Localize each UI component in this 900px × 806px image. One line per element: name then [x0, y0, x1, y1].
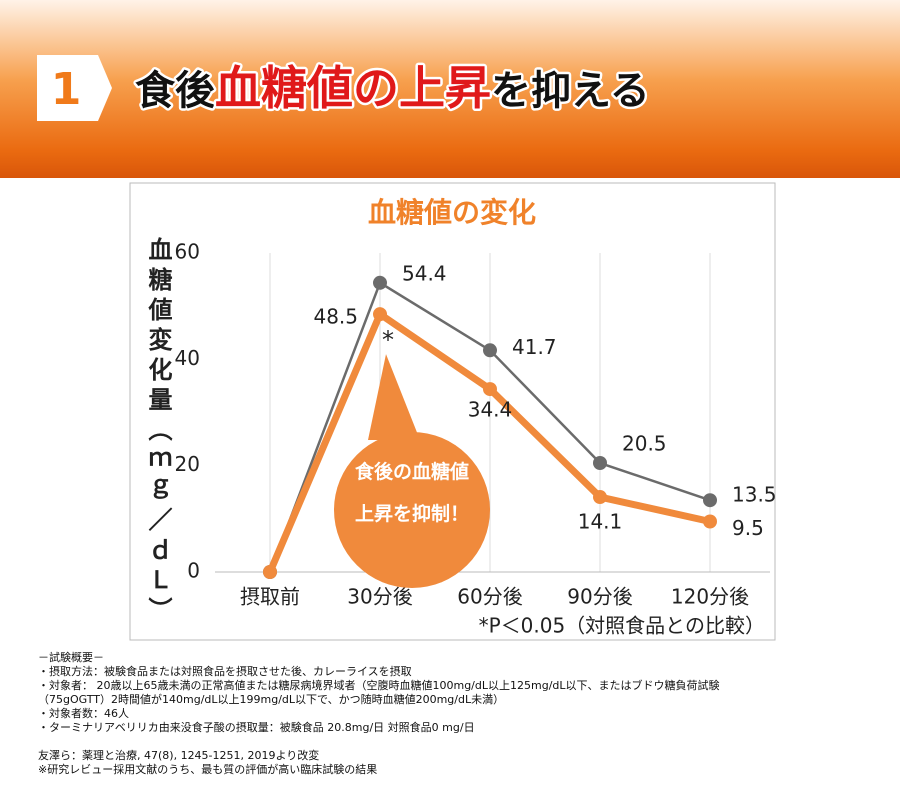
y-tick-label: 20: [175, 452, 200, 476]
footnotes: －試験概要－・摂取方法：被験食品または対照食品を摂取させた後、カレーライスを摂取…: [38, 650, 720, 776]
chart-title: 血糖値の変化: [368, 196, 536, 229]
data-point: [703, 514, 717, 529]
footnote: 友澤ら：薬理と治療, 47(8), 1245-1251, 2019より改変: [38, 748, 319, 762]
data-point: [483, 382, 497, 397]
header-title: 食後血糖値の上昇を抑える: [135, 61, 650, 115]
data-label: 9.5: [732, 516, 764, 540]
callout-bubble: [334, 432, 490, 588]
footnote: ・摂取方法：被験食品または対照食品を摂取させた後、カレーライスを摂取: [38, 664, 412, 678]
data-label: 14.1: [578, 510, 623, 534]
callout-tail: [368, 354, 420, 440]
y-tick-label: 0: [187, 559, 200, 583]
footnote: ・対象者数：46人: [38, 706, 129, 720]
footnote: ※研究レビュー採用文献のうち、最も質の評価が高い臨床試験の結果: [38, 762, 377, 776]
data-point: [703, 493, 717, 508]
y-axis-label: 血糖値変化量（ｍｇ／ｄＬ）: [144, 236, 173, 627]
data-point: [373, 307, 387, 322]
x-tick-label: 30分後: [347, 585, 412, 609]
footnote: ・対象者： 20歳以上65歳未満の正常高値または糖尿病境界域者（空腹時血糖値10…: [38, 678, 720, 692]
title-part: を抑える: [491, 68, 650, 114]
footnote: （75gOGTT）2時間値が140mg/dL以上199mg/dL以下で、かつ随時…: [38, 692, 504, 706]
footnote: －試験概要－: [38, 650, 104, 664]
header-number: 1: [51, 64, 82, 115]
data-label: 13.5: [732, 483, 777, 507]
data-point: [263, 565, 277, 579]
header-banner: [0, 0, 900, 178]
x-tick-label: 60分後: [457, 585, 522, 609]
x-tick-label: 90分後: [567, 585, 632, 609]
callout-text: 上昇を抑制！: [355, 502, 469, 525]
data-label: 41.7: [512, 335, 557, 359]
x-tick-label: 120分後: [671, 585, 749, 609]
data-label: 34.4: [468, 398, 513, 422]
x-tick-label: 摂取前: [240, 585, 300, 609]
significance-mark: *: [382, 326, 394, 354]
title-part: 食後: [135, 68, 216, 114]
data-point: [593, 490, 607, 505]
data-point: [373, 275, 387, 290]
data-point: [593, 456, 607, 471]
data-label: 48.5: [313, 305, 358, 329]
y-tick-label: 40: [175, 346, 200, 370]
number-badge: [37, 55, 112, 121]
data-label: 54.4: [402, 261, 447, 285]
data-point: [483, 343, 497, 358]
callout-text: 食後の血糖値: [355, 460, 469, 483]
title-part: 血糖値の上昇: [215, 61, 491, 115]
data-label: 20.5: [622, 432, 667, 456]
significance-note: *P＜0.05（対照食品との比較）: [479, 614, 765, 638]
footnote: ・ターミナリアベリリカ由来没食子酸の摂取量：被験食品 20.8mg/日 対照食品…: [38, 720, 475, 734]
y-tick-label: 60: [175, 240, 200, 264]
